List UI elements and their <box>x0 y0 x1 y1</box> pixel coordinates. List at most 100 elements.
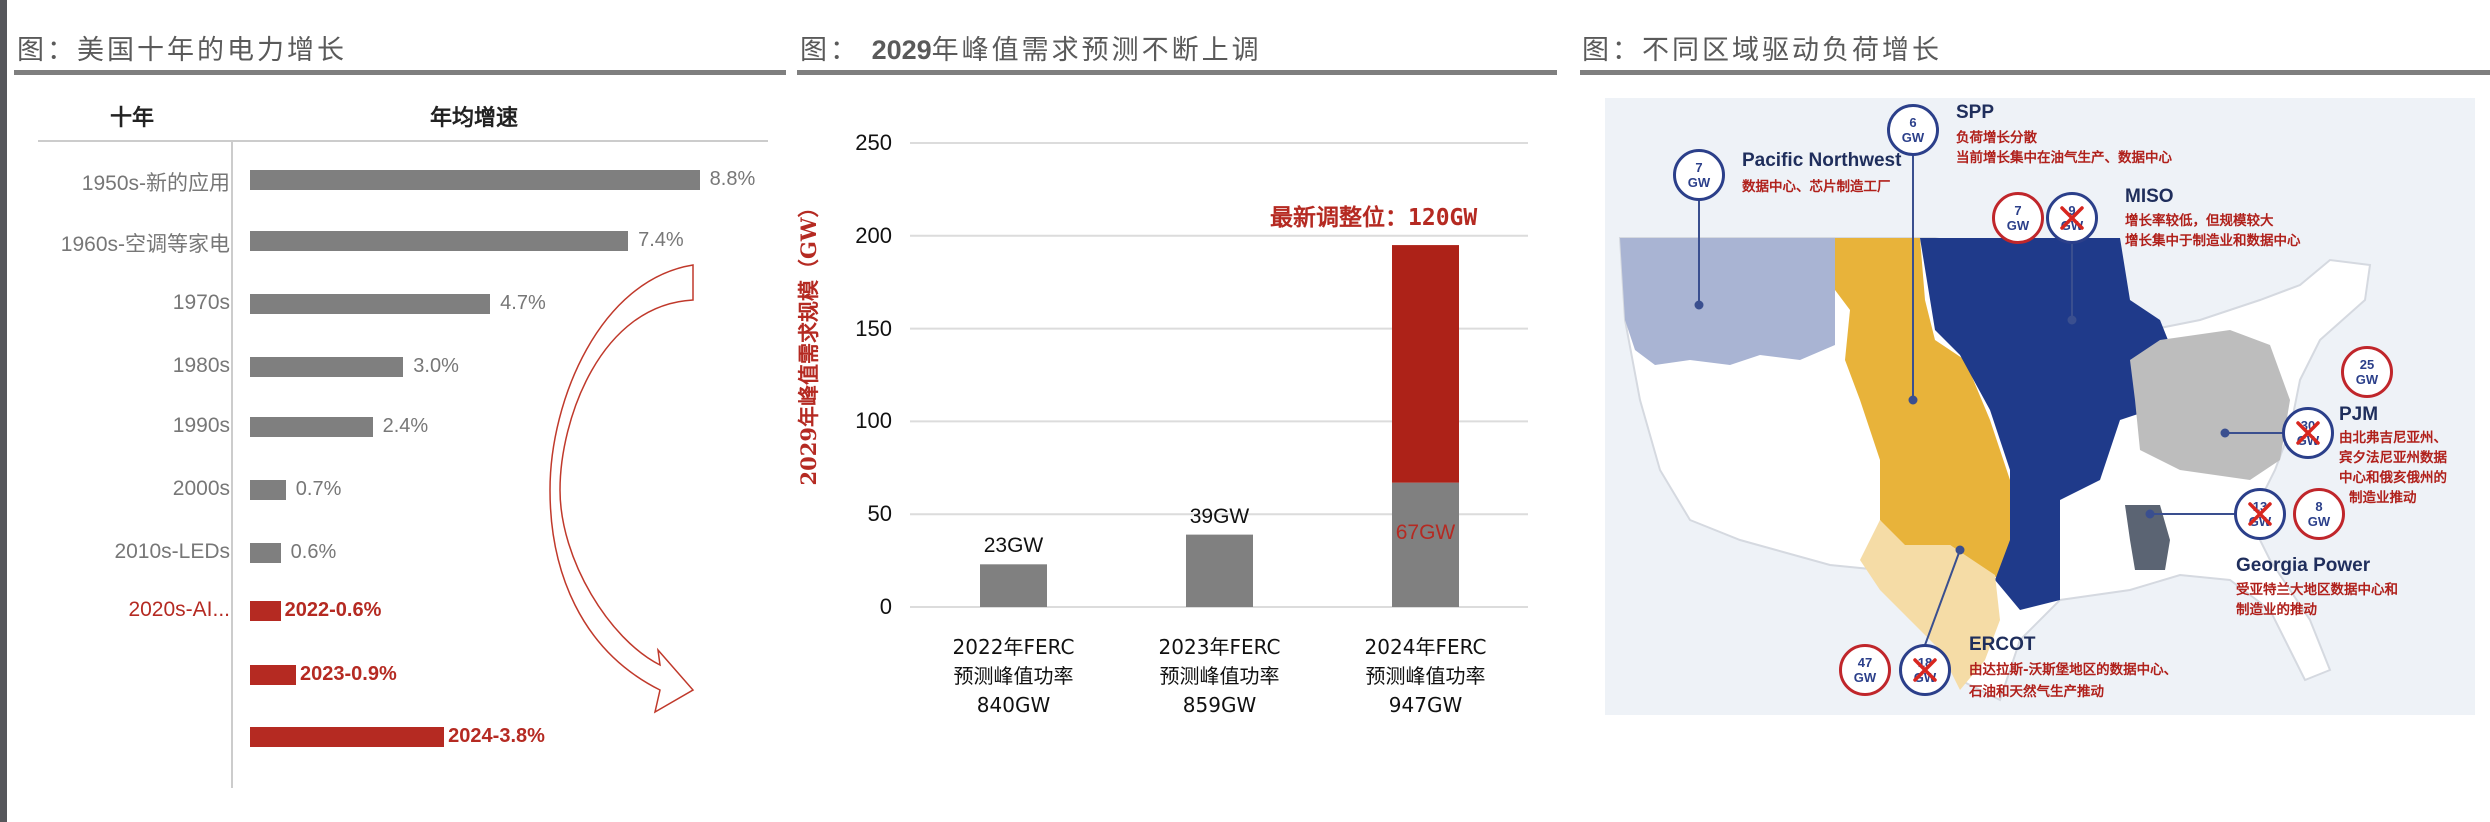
bar <box>250 543 281 563</box>
bar-base <box>1392 482 1459 607</box>
pjm-desc-0: 由北弗吉尼亚州、 <box>2339 430 2447 446</box>
ercot-desc-0: 由达拉斯-沃斯堡地区的数据中心、 <box>1969 662 2178 678</box>
bar <box>250 665 296 685</box>
adjustment-annotation: 最新调整位：120GW <box>1270 205 1478 231</box>
bar <box>250 417 373 437</box>
gw-unit: GW <box>1913 670 1937 685</box>
category-label: 840GW <box>976 693 1051 717</box>
y-tick-label: 50 <box>867 501 892 527</box>
left-edge-bar <box>0 0 7 822</box>
bar-adjustment <box>1392 245 1459 483</box>
bar <box>250 231 629 251</box>
left-panel-title: 图：美国十年的电力增长 <box>17 35 347 66</box>
bar <box>250 601 281 621</box>
value-label: 8.8% <box>709 168 756 190</box>
middle-panel-title: 图： 2029年峰值需求预测不断上调 <box>800 28 1262 67</box>
bar-value-label: 23GW <box>983 534 1044 558</box>
bar <box>250 294 491 314</box>
row-label: 1980s <box>172 354 230 377</box>
gw-circle: 18 GW <box>1899 644 1951 696</box>
gw-circle: 25 GW <box>2341 346 2393 398</box>
bar-base <box>980 564 1047 607</box>
gw-unit: GW <box>2355 372 2379 387</box>
gw-unit: GW <box>1901 130 1925 145</box>
pjm-desc-2: 中心和俄亥俄州的 <box>2339 470 2447 486</box>
pnw-label: Pacific Northwest <box>1742 150 1902 171</box>
growth-header: 年均增速 <box>430 105 519 131</box>
category-label: 预测峰值功率 <box>1365 664 1486 688</box>
miso-desc-1: 增长集中于制造业和数据中心 <box>2125 233 2301 249</box>
pjm-desc-3: 制造业推动 <box>2349 490 2417 506</box>
right-panel-title: 图：不同区域驱动负荷增长 <box>1582 35 1942 66</box>
value-label: 3.0% <box>413 355 459 377</box>
spp-label: SPP <box>1956 102 1995 123</box>
value-label: 0.6% <box>290 541 337 563</box>
title-rest: 年峰值需求预测不断上调 <box>931 35 1262 66</box>
left-title-rule <box>14 70 786 75</box>
gw-number: 9 <box>2068 203 2076 218</box>
gw-unit: GW <box>2248 514 2272 529</box>
value-label: 7.4% <box>638 229 684 251</box>
gw-number: 30 <box>2300 418 2316 433</box>
gw-number: 47 <box>1857 655 1873 670</box>
bar <box>250 357 404 377</box>
category-label: 2022年FERC <box>952 635 1075 659</box>
georgia-label: Georgia Power <box>2236 555 2371 576</box>
y-axis-label: 2029年峰值需求规模（GW） <box>796 196 821 486</box>
y-tick-label: 0 <box>879 594 892 619</box>
gw-circle: 6 GW <box>1887 104 1939 156</box>
y-tick-label: 100 <box>855 408 892 434</box>
middle-title-rule <box>797 70 1557 75</box>
y-tick-label: 250 <box>855 130 892 155</box>
miso-label: MISO <box>2125 186 2174 207</box>
gw-circle: 8 GW <box>2293 488 2345 540</box>
value-label: 2023-0.9% <box>299 663 397 685</box>
category-label: 947GW <box>1388 693 1463 717</box>
gw-unit: GW <box>1853 670 1877 685</box>
gw-number: 8 <box>2315 499 2323 514</box>
gw-number: 6 <box>1909 115 1917 130</box>
category-label: 2023年FERC <box>1158 635 1281 659</box>
pnw-desc-0: 数据中心、芯片制造工厂 <box>1742 179 1891 195</box>
category-label: 2024年FERC <box>1364 635 1487 659</box>
gw-number: 18 <box>1917 655 1933 670</box>
georgia-desc-0: 受亚特兰大地区数据中心和 <box>2236 582 2398 598</box>
header-divider <box>38 140 768 142</box>
row-label: 1990s <box>172 414 230 437</box>
gw-number: 13 <box>2252 499 2268 514</box>
bar-value-label: 67GW <box>1395 520 1456 544</box>
value-label: 2.4% <box>382 415 429 437</box>
gw-number: 25 <box>2359 357 2375 372</box>
gw-number: 7 <box>1695 160 1703 175</box>
decade-header: 十年 <box>110 105 155 131</box>
category-label: 预测峰值功率 <box>1159 664 1280 688</box>
row-label: 2000s <box>172 477 230 500</box>
pjm-desc-1: 宾夕法尼亚州数据 <box>2339 450 2447 466</box>
gw-circle: 13 GW <box>2234 488 2286 540</box>
gw-number: 7 <box>2014 203 2022 218</box>
gw-unit: GW <box>2307 514 2331 529</box>
y-tick-label: 150 <box>855 315 892 341</box>
georgia-desc-1: 制造业的推动 <box>2236 602 2317 618</box>
value-label: 4.7% <box>500 292 546 314</box>
gw-circle: 7 GW <box>1992 192 2044 244</box>
gw-unit: GW <box>2006 218 2030 233</box>
pjm-label: PJM <box>2339 404 2379 425</box>
spp-desc-1: 当前增长集中在油气生产、数据中心 <box>1956 150 2172 166</box>
title-prefix: 图： <box>800 35 860 66</box>
bar <box>250 170 700 190</box>
bar <box>250 727 445 747</box>
value-label: 0.7% <box>295 478 342 500</box>
row-label: 1960s-空调等家电 <box>60 233 230 256</box>
right-title-rule <box>1580 70 2490 75</box>
miso-desc-0: 增长率较低，但规模较大 <box>2125 213 2274 229</box>
title-year: 2029 <box>871 35 932 65</box>
ercot-label: ERCOT <box>1969 634 2036 655</box>
ercot-desc-1: 石油和天然气生产推动 <box>1969 684 2104 700</box>
gw-unit: GW <box>2060 218 2084 233</box>
gw-circle: 47 GW <box>1839 644 1891 696</box>
axis-divider <box>231 140 233 788</box>
row-label: 1970s <box>172 291 230 314</box>
gw-circle: 7 GW <box>1673 149 1725 201</box>
category-label: 预测峰值功率 <box>953 664 1074 688</box>
